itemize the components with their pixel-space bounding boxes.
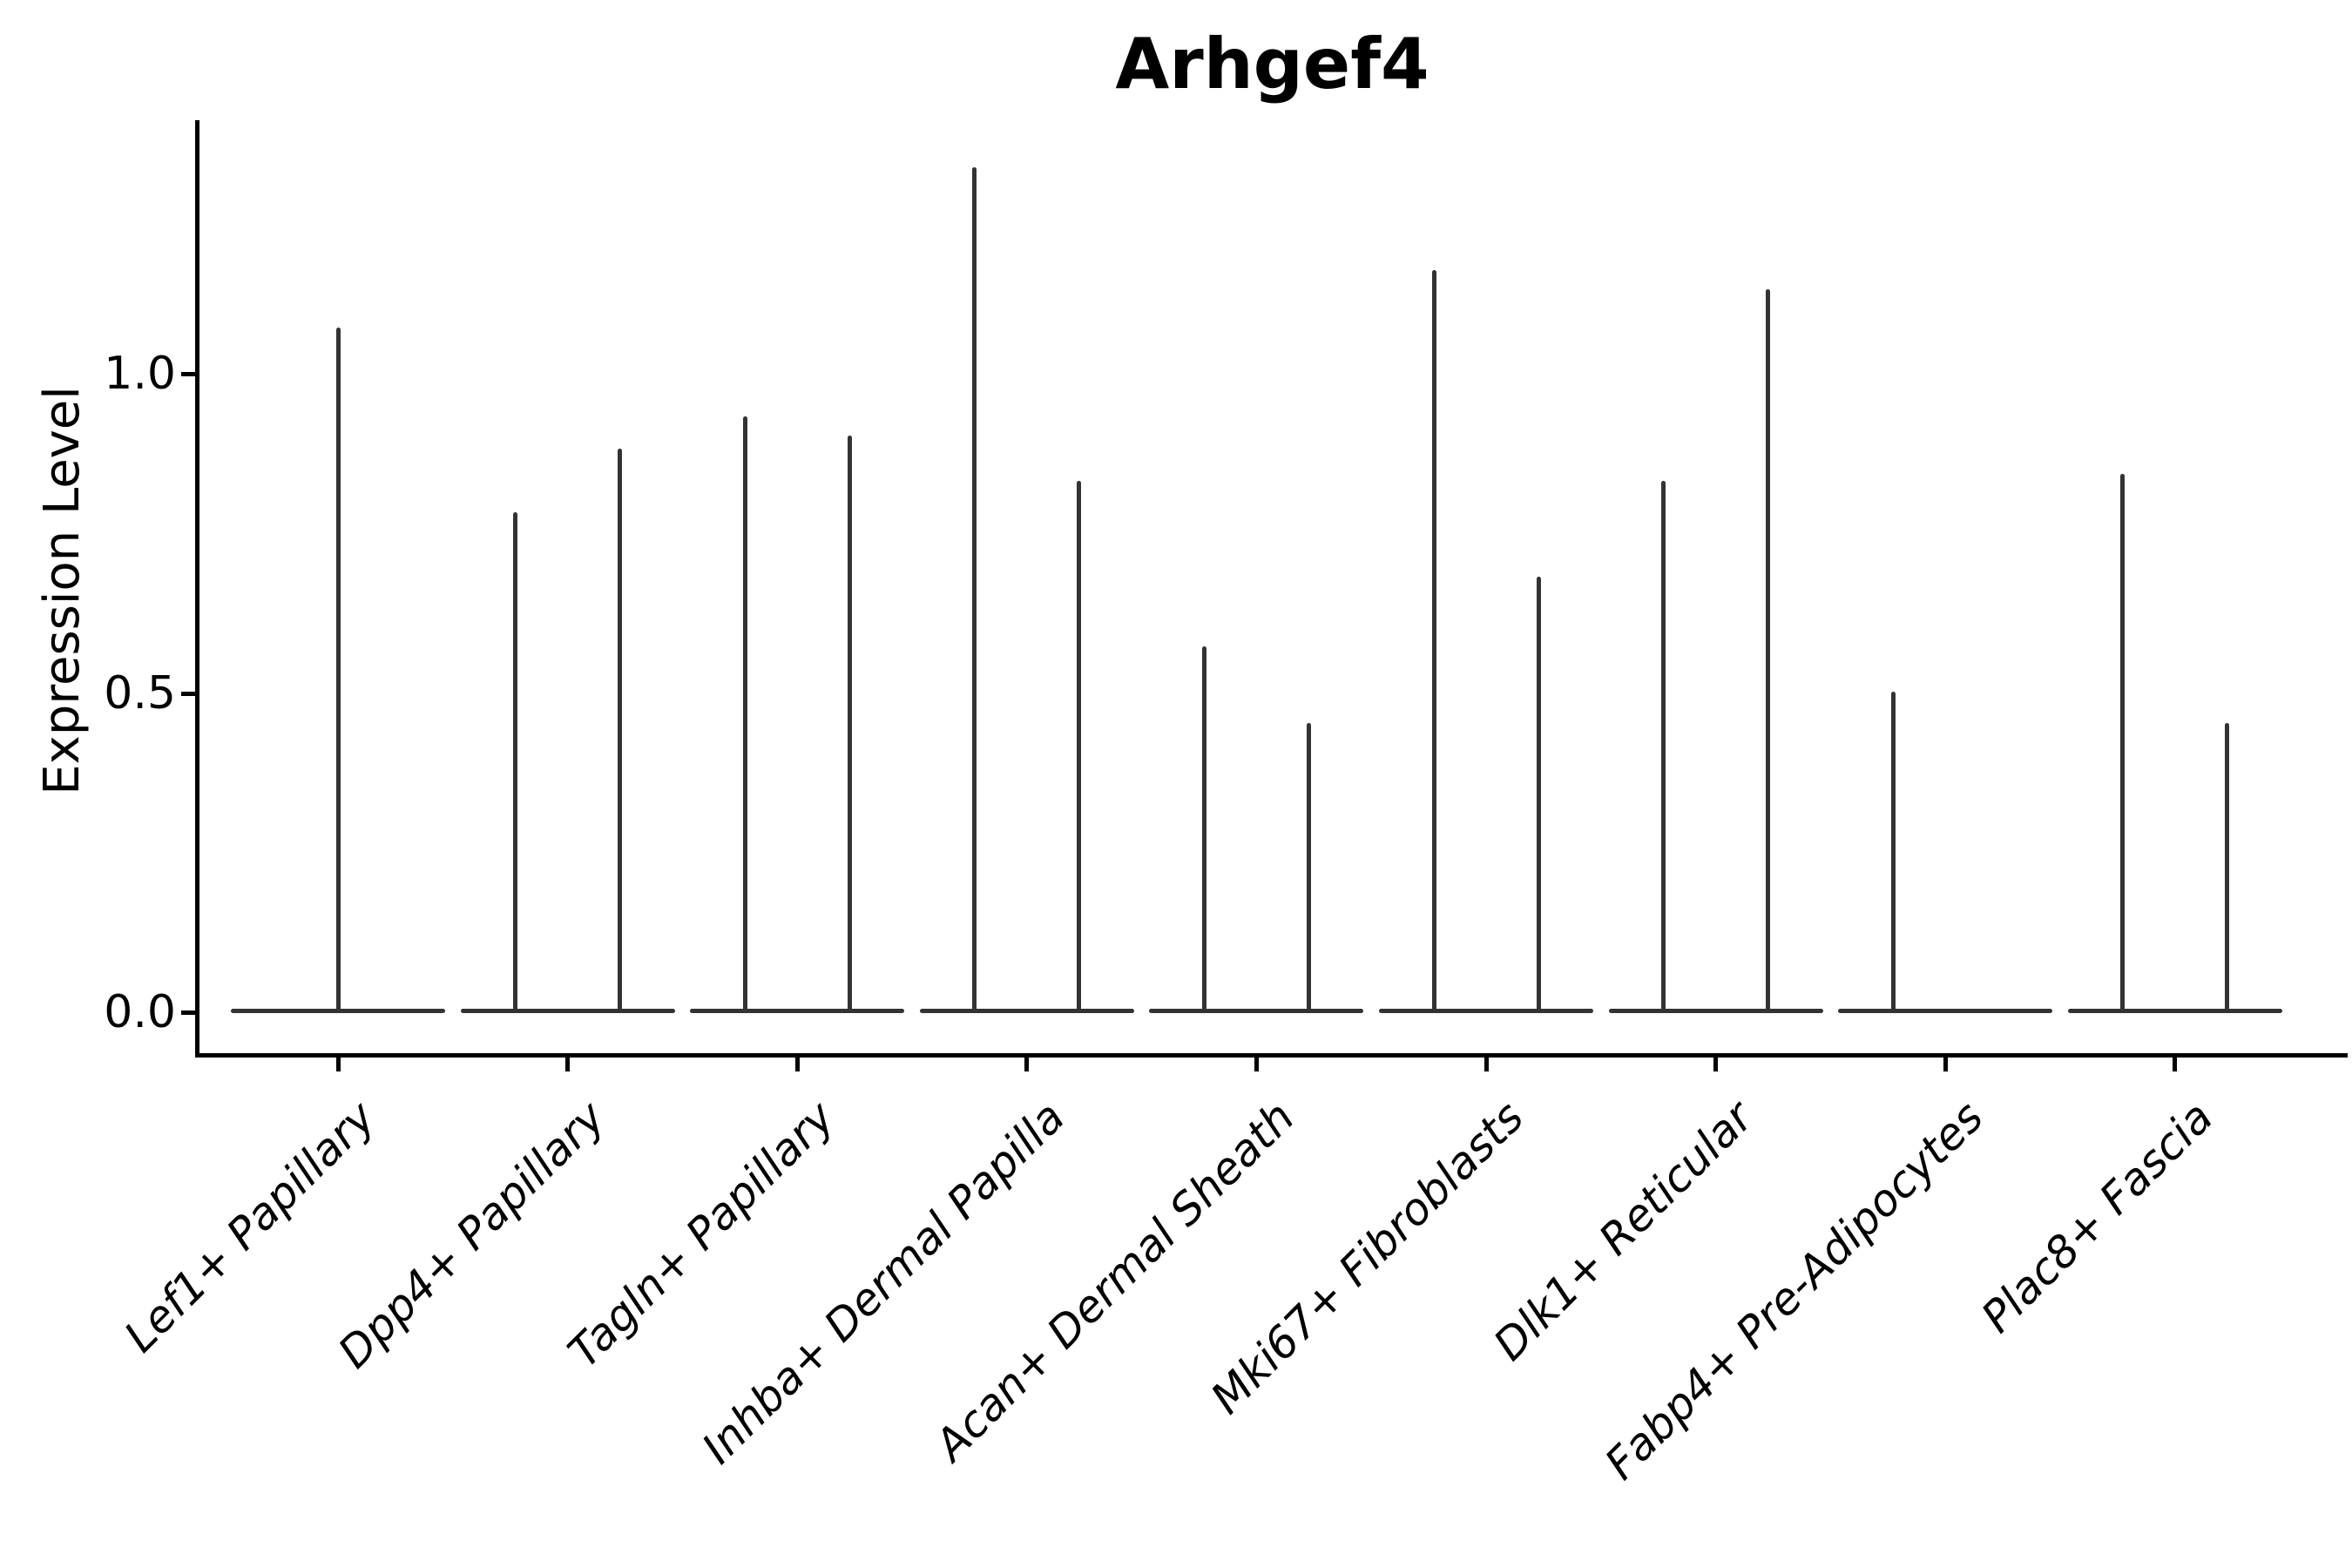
violin-base	[690, 1009, 905, 1013]
x-tick-label: Dlk1+ Reticular	[1484, 1092, 1763, 1370]
violin-spike	[847, 436, 852, 1010]
x-tick-label: Plac8+ Fascia	[1971, 1092, 2222, 1343]
y-tick-mark	[181, 691, 195, 696]
x-tick-mark	[1254, 1058, 1259, 1071]
violin-base	[1149, 1009, 1364, 1013]
x-tick-mark	[335, 1058, 341, 1071]
x-tick-mark	[1713, 1058, 1719, 1071]
x-tick-label: Lef1+ Papillary	[114, 1092, 386, 1362]
x-axis-spine	[195, 1053, 2348, 1058]
violin-spike	[335, 327, 341, 1010]
violin-base	[2067, 1009, 2282, 1013]
x-tick-mark	[2173, 1058, 2178, 1071]
violin-base	[1608, 1009, 1823, 1013]
violin-base	[919, 1009, 1134, 1013]
violin-spike	[1766, 288, 1771, 1010]
y-tick-label: 0.5	[104, 666, 176, 720]
violin-spike	[2120, 474, 2126, 1010]
y-tick-mark	[181, 372, 195, 376]
violin-base	[1379, 1009, 1593, 1013]
chart-title: Arhgef4	[1115, 24, 1429, 105]
y-axis-spine	[195, 120, 199, 1058]
violin-spike	[1077, 480, 1082, 1010]
y-tick-mark	[181, 1010, 195, 1015]
violin-spike	[1890, 691, 1896, 1010]
violin-base	[460, 1009, 675, 1013]
violin-spike	[618, 448, 623, 1010]
violin-spike	[1201, 646, 1206, 1010]
violin-spike	[1431, 269, 1436, 1010]
violin-spike	[972, 167, 977, 1010]
x-tick-mark	[794, 1058, 800, 1071]
violin-spike	[1661, 480, 1666, 1010]
y-axis-label: Expression Level	[34, 386, 91, 795]
y-tick-label: 0.0	[104, 986, 176, 1038]
violin-spike	[1306, 723, 1311, 1010]
violin-spike	[1536, 576, 1541, 1010]
x-tick-mark	[1943, 1058, 1948, 1071]
violin-spike	[742, 416, 747, 1010]
x-tick-label: Fabp4+ Pre-Adipocytes	[1594, 1092, 1993, 1490]
violin-base	[231, 1009, 445, 1013]
violin-spike	[2225, 723, 2230, 1010]
x-tick-mark	[1484, 1058, 1489, 1071]
violin-base	[1838, 1009, 2053, 1013]
x-tick-mark	[1024, 1058, 1030, 1071]
x-tick-mark	[565, 1058, 571, 1071]
y-tick-label: 1.0	[104, 348, 176, 400]
violin-spike	[513, 512, 518, 1010]
